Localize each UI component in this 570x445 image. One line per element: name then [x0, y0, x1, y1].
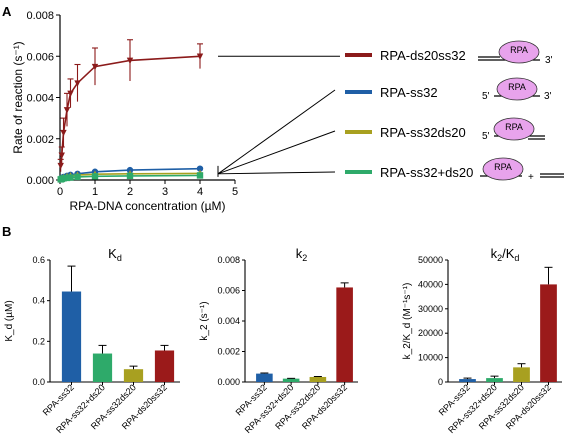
- connector-line: [217, 89, 336, 175]
- chart-title: k2: [296, 246, 308, 263]
- y-tick-label: 0.002: [26, 134, 54, 146]
- data-point: [196, 165, 204, 172]
- bar: [61, 291, 82, 382]
- chart-title: Kd: [108, 246, 122, 263]
- data-point: [91, 173, 99, 180]
- data-point: [58, 152, 65, 159]
- x-tick-label: RPA-ss32+ds20: [446, 382, 499, 435]
- panel-a-rate-chart: 0.000 0.002 0.004 0.006 0.008 0 1 2 3 4 5 RPA-DNA c…: [11, 10, 340, 213]
- legend-label-rpa-ds20ss32: RPA-ds20ss32: [380, 48, 466, 63]
- legend-label-rpa-ss32-ds20: RPA-ss32+ds20: [380, 165, 473, 180]
- y-tick-label: 0: [438, 377, 443, 387]
- y-tick-label: 0.0: [32, 377, 45, 387]
- data-point: [63, 174, 71, 182]
- data-point: [67, 174, 74, 181]
- data-point: [91, 63, 99, 71]
- data-point: [57, 162, 64, 170]
- rpa-oval: [493, 117, 535, 141]
- x-tick-label: 2: [127, 186, 133, 198]
- y-tick-label: 0.006: [26, 51, 54, 63]
- y-tick-label: 0.004: [26, 93, 54, 105]
- chart-title: k2/Kd: [491, 246, 520, 263]
- y-tick-label: 0.008: [217, 255, 240, 265]
- rpa-label: RPA: [510, 45, 528, 55]
- data-point: [60, 129, 67, 137]
- bar-group-rpa-ss32ds20: RPA-ss32ds20: [273, 376, 327, 431]
- data-point: [126, 172, 134, 180]
- panel-label-a: A: [2, 4, 12, 19]
- y-axis-label: Rate of reaction (s⁻¹): [11, 41, 25, 153]
- bar: [282, 378, 300, 382]
- y-tick-label: 0.000: [26, 175, 54, 187]
- data-point: [196, 172, 204, 179]
- y-tick-label: 40000: [418, 279, 443, 289]
- rpa-oval: [482, 157, 524, 181]
- bar: [256, 373, 273, 382]
- bar: [154, 350, 175, 382]
- bar: [540, 284, 557, 382]
- bar: [459, 379, 476, 382]
- y-axis-label: k_2 (s⁻¹): [199, 301, 210, 340]
- y-tick-label: 0.6: [32, 255, 45, 265]
- y-tick-label: 0.004: [217, 316, 240, 326]
- y-tick-label: 0.4: [32, 296, 45, 306]
- bar: [336, 287, 353, 382]
- series-rpa-ss32-ds20: [57, 172, 204, 183]
- y-tick-label: 30000: [418, 304, 443, 314]
- bar-group-rpa-ds20ss32: RPA-ds20ss32: [504, 266, 557, 431]
- bar: [309, 376, 327, 382]
- data-point: [126, 57, 134, 65]
- data-point: [63, 107, 71, 114]
- x-tick-label: 5: [232, 186, 238, 198]
- rpa-oval: [498, 40, 540, 64]
- y-tick-label: 20000: [418, 328, 443, 338]
- data-point: [67, 90, 74, 98]
- five-prime-label: 5': [482, 131, 490, 142]
- rpa-label: RPA: [494, 162, 512, 172]
- y-axis-label: K_d (µM): [4, 300, 15, 341]
- three-prime-label: 3': [544, 91, 552, 102]
- data-point: [74, 173, 81, 181]
- five-prime-label: 5': [482, 91, 490, 102]
- rpa-label: RPA: [508, 82, 526, 92]
- x-tick-label: 3: [162, 186, 168, 198]
- y-tick-label: 50000: [418, 255, 443, 265]
- legend-label-rpa-ss32: RPA-ss32: [380, 85, 438, 100]
- data-point: [196, 53, 204, 60]
- y-tick-label: 0.002: [217, 347, 240, 357]
- bar: [123, 369, 144, 382]
- bar-group-rpa-ss32: RPA-ss32: [41, 265, 82, 418]
- x-tick-label: 1: [92, 186, 98, 198]
- panel-b-kd-chart: 0.00.20.40.6 KdK_d (µM)RPA-ss32RPA-ss32+d…: [4, 246, 180, 435]
- connector-line: [217, 130, 336, 175]
- connector-line: [217, 171, 336, 175]
- panel-b-k2-chart: 0.000 0.002 0.004 0.006 0.008 k2 k_2 (s⁻¹) RPA-…: [199, 246, 358, 435]
- bar: [92, 353, 113, 382]
- series-rpa-ds20ss32: [57, 39, 204, 172]
- plus-sign: +: [528, 172, 534, 183]
- bar: [486, 378, 503, 382]
- y-axis-label: k_2/K_d (M⁻¹s⁻¹): [402, 283, 413, 360]
- data-point: [126, 166, 134, 174]
- panel-a-legend: RPA-ds20ss32 RPA-ss32 RPA-ss32ds20 RPA-ss32…: [345, 40, 564, 183]
- y-tick-label: 0.006: [217, 286, 240, 296]
- bar-group-rpa-ds20ss32: RPA-ds20ss32: [300, 282, 353, 431]
- rpa-label: RPA: [505, 122, 523, 132]
- data-point: [74, 80, 81, 87]
- x-tick-label: 0: [57, 186, 63, 198]
- three-prime-label: 3': [545, 55, 553, 66]
- data-point: [60, 175, 67, 182]
- panel-b-k2kd-chart: 0 10000 20000 30000 40000 50000 k2/Kd k_2/K_d (…: [402, 246, 562, 435]
- y-tick-label: 0.000: [217, 377, 240, 387]
- bar: [513, 367, 530, 382]
- legend-label-rpa-ss32ds20: RPA-ss32ds20: [380, 125, 466, 140]
- y-tick-label: 0.008: [26, 10, 54, 22]
- panel-label-b: B: [2, 224, 11, 239]
- rpa-oval: [496, 77, 538, 101]
- x-axis-label: RPA-DNA concentration (µM): [69, 199, 225, 213]
- x-tick-label: 4: [197, 186, 203, 198]
- y-tick-label: 10000: [418, 353, 443, 363]
- y-tick-label: 0.2: [32, 336, 45, 346]
